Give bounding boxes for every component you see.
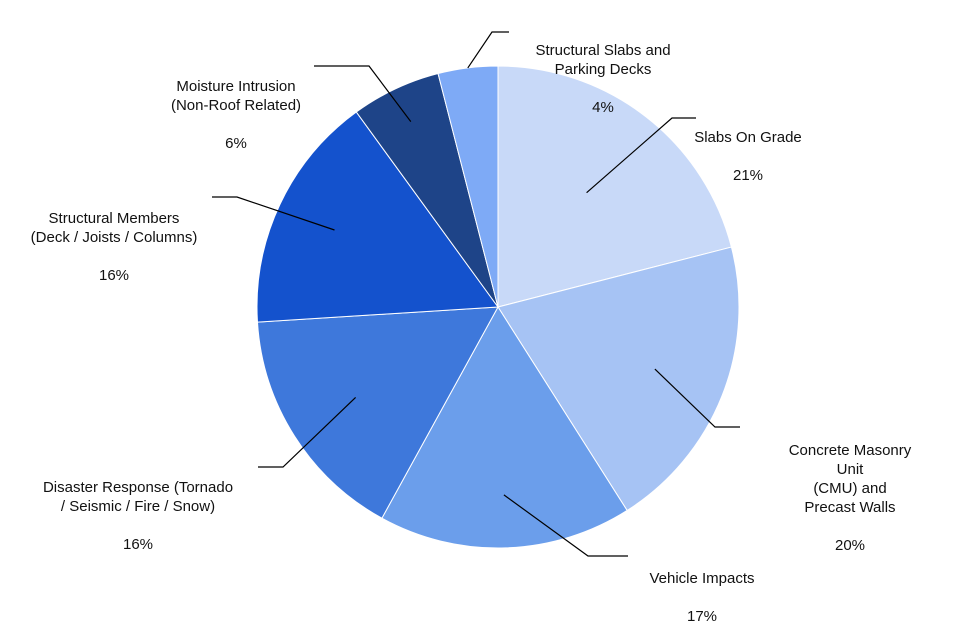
slice-label-cmu-precast-walls: Concrete Masonry Unit (CMU) and Precast … bbox=[788, 422, 913, 555]
slice-label-name: Structural Slabs and Parking Decks bbox=[535, 42, 671, 78]
slice-label-percent: 4% bbox=[592, 99, 614, 116]
leader-line-0 bbox=[586, 117, 696, 194]
slice-label-name: Moisture Intrusion (Non-Roof Related) bbox=[170, 78, 302, 114]
slice-label-name: Structural Members (Deck / Joists / Colu… bbox=[30, 210, 198, 246]
leader-line-4 bbox=[212, 196, 335, 231]
slice-label-name: Slabs On Grade bbox=[694, 129, 802, 146]
slice-label-percent: 6% bbox=[225, 135, 247, 152]
pie-chart-svg bbox=[212, 31, 740, 557]
pie-slice-4 bbox=[256, 111, 499, 323]
slice-label-name: Disaster Response (Tornado / Seismic / F… bbox=[42, 479, 234, 515]
slice-label-percent: 17% bbox=[686, 608, 718, 625]
pie-slice-6 bbox=[437, 65, 499, 308]
slice-label-percent: 16% bbox=[122, 536, 154, 553]
leader-line-6 bbox=[467, 31, 509, 69]
slice-label-moisture-intrusion: Moisture Intrusion (Non-Roof Related) 6% bbox=[171, 58, 301, 153]
slice-label-percent: 20% bbox=[834, 537, 866, 554]
slice-label-percent: 16% bbox=[98, 267, 130, 284]
leader-line-1 bbox=[654, 368, 740, 428]
slice-label-slabs-on-grade: Slabs On Grade 21% bbox=[694, 109, 802, 185]
slice-label-disaster-response: Disaster Response (Tornado / Seismic / F… bbox=[43, 459, 233, 554]
leader-line-2 bbox=[503, 494, 628, 557]
leader-line-5 bbox=[314, 65, 412, 122]
pie-slice-1 bbox=[497, 246, 740, 512]
leader-line-3 bbox=[258, 396, 357, 468]
slice-label-percent: 21% bbox=[732, 167, 764, 184]
slice-label-name: Concrete Masonry Unit (CMU) and Precast … bbox=[788, 442, 912, 516]
slice-label-vehicle-impacts: Vehicle Impacts 17% bbox=[649, 550, 754, 626]
slice-label-structural-slabs-parking: Structural Slabs and Parking Decks 4% bbox=[535, 22, 670, 117]
slice-label-structural-members: Structural Members (Deck / Joists / Colu… bbox=[31, 190, 198, 285]
pie-chart: Slabs On Grade 21% Concrete Masonry Unit… bbox=[31, 22, 913, 625]
slice-label-name: Vehicle Impacts bbox=[649, 570, 755, 587]
pie-slice-2 bbox=[381, 306, 628, 549]
pie-slice-0 bbox=[497, 65, 733, 308]
pie-slice-3 bbox=[256, 306, 499, 519]
